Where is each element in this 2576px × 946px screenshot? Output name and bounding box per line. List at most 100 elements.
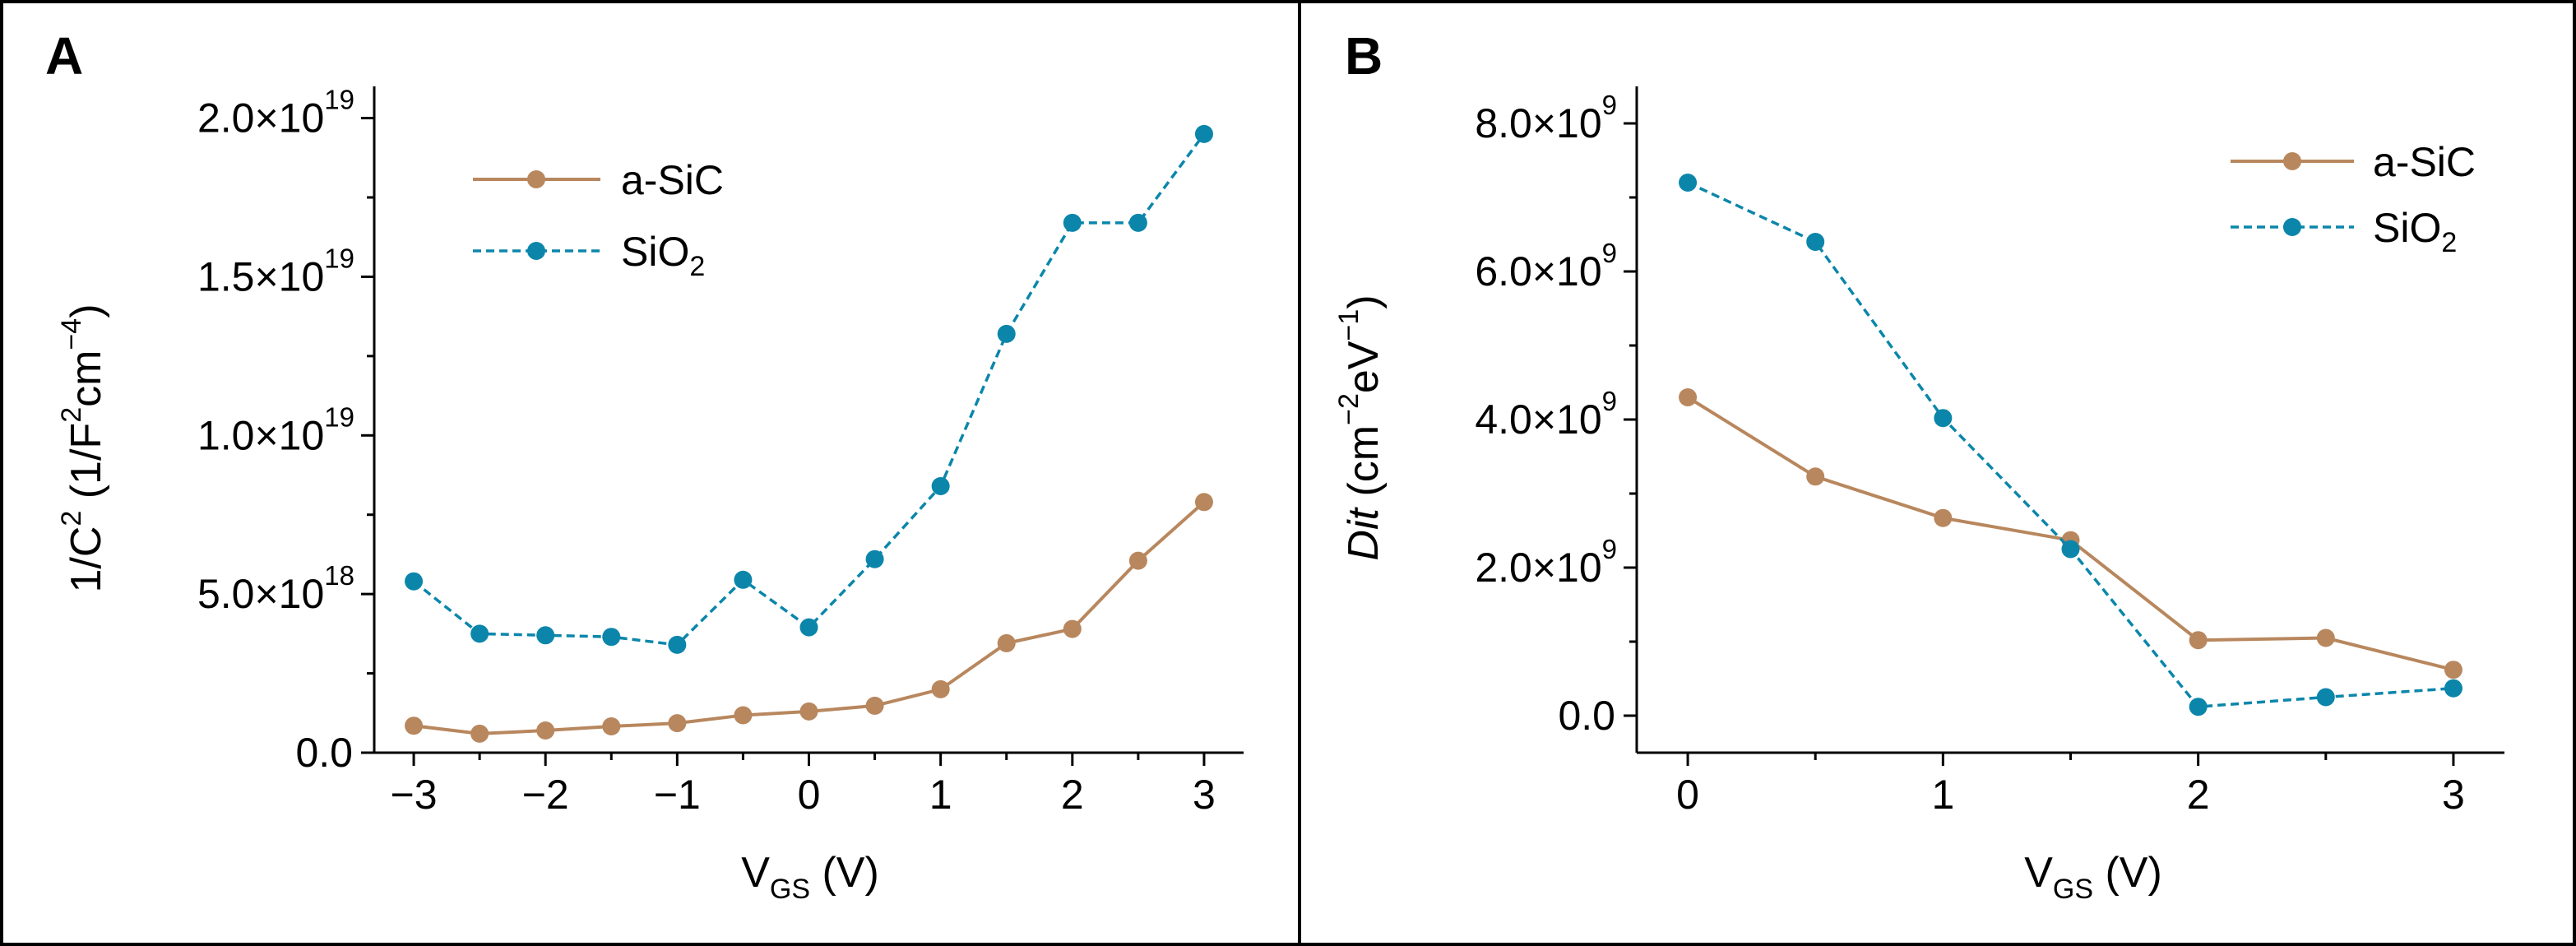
- panel-a-x-label-sub: GS: [770, 874, 810, 905]
- panel-b-legend: a-SiC SiO2: [2231, 139, 2476, 258]
- panel-a-series-a-sic-point: [734, 706, 753, 725]
- panel-a-series-sio2-point: [405, 572, 424, 591]
- panel-a-x-tick-label: 3: [1193, 772, 1216, 818]
- panel-b-series-sio2-point: [2061, 540, 2080, 559]
- panel-a-series-a-sic-point: [799, 702, 818, 721]
- panel-a-series-sio2-point: [734, 570, 753, 589]
- panel-a-ticks: −3 −2 −1 0 1 2 3 0.0 5.0×1018 1.0×1019 1.5×1019 2.0…: [197, 85, 1216, 818]
- panel-b-y-label-sup3: −1: [1333, 309, 1364, 341]
- panel-a-series-sio2-point: [668, 635, 687, 654]
- panel-a-x-tick-label: −3: [391, 772, 438, 818]
- panel-b-series-a-sic-point: [1806, 467, 1825, 486]
- panel-a-y-label-part1: 1/C: [63, 526, 110, 593]
- panel-a-series-a-sic-point: [997, 633, 1016, 652]
- panel-a-series-sio2-point: [1063, 213, 1082, 232]
- panel-b-x-label-sub: GS: [2053, 874, 2093, 905]
- panel-b-x-label-main: V: [2024, 849, 2053, 897]
- panel-a-series-a-sic-point: [470, 724, 489, 743]
- panel-a-label: A: [45, 26, 83, 86]
- panel-b-y-label-part1: Dit: [1340, 506, 1388, 560]
- panel-a-series-a-sic-point: [405, 716, 424, 735]
- panel-a-x-tick-label: −2: [522, 772, 569, 818]
- panel-b-series-sio2-point: [2189, 698, 2208, 716]
- panel-b-x-tick-label: 2: [2187, 772, 2210, 818]
- panel-a-series-sio2-line: [412, 132, 1206, 647]
- panel-a-y-tick-label: 1.0×1019: [197, 401, 354, 458]
- panel-b-legend-sio2-label: SiO2: [2373, 205, 2457, 258]
- panel-b-series-a-sic-point: [2444, 661, 2462, 679]
- panel-b-x-label-rest: (V): [2093, 849, 2162, 897]
- panel-b-series-sio2-point: [2316, 688, 2335, 707]
- panel-b-series-sio2-point: [2444, 679, 2462, 698]
- panel-b-legend-sic-label: a-SiC: [2373, 139, 2476, 185]
- panel-b-label: B: [1345, 26, 1383, 86]
- panel-a-legend-sio2-text: SiO: [621, 229, 689, 275]
- panel-a-x-tick-label: −1: [654, 772, 701, 818]
- panel-a-y-label-sup1: 2: [56, 511, 87, 526]
- panel-b-series-sio2-point: [1806, 233, 1825, 251]
- panel-a-series-sio2-point: [536, 626, 555, 645]
- panel-a-series-a-sic-point: [536, 721, 555, 740]
- panel-b-y-label-part2: (cm: [1340, 425, 1388, 508]
- panel-a-series-sio2-point: [602, 628, 621, 647]
- panel-b-y-tick-label: 0.0: [1558, 693, 1615, 739]
- panel-a: A −3 −2 −1 0 1 2 3 0.0 5.0×1018 1.0×1019 1.5×1019 2…: [45, 26, 1244, 905]
- panel-a-frame: [0, 0, 1301, 946]
- panel-a-plot: [405, 124, 1213, 743]
- panel-a-series-a-sic-line: [413, 500, 1206, 735]
- panel-a-series-a-sic-point: [1194, 493, 1213, 512]
- panel-b-y-tick-label: 2.0×109: [1475, 534, 1617, 591]
- panel-a-series-sio2-point: [1194, 124, 1213, 143]
- panel-b-series-sio2-point: [1679, 174, 1698, 192]
- panel-b-x-tick-label: 3: [2442, 772, 2465, 818]
- panel-a-legend-sio2-sub: 2: [689, 251, 705, 282]
- panel-a-y-tick-label: 1.5×1019: [197, 243, 354, 299]
- panel-a-series-a-sic-point: [1063, 619, 1082, 638]
- panel-b-frame: [1298, 0, 2576, 946]
- panel-a-series-sio2-point: [865, 550, 884, 568]
- panel-b-series-a-sic-point: [1679, 388, 1698, 406]
- panel-b-x-tick-label: 1: [1931, 772, 1954, 818]
- panel-a-y-tick-label: 0.0: [295, 730, 353, 776]
- panel-a-y-label-part4: ): [63, 304, 110, 318]
- panel-a-y-label: 1/C2 (1/F2cm−4): [56, 304, 110, 592]
- panel-a-series-sio2-point: [470, 624, 489, 643]
- panel-a-series-a-sic-point: [931, 679, 950, 698]
- panel-a-x-tick-label: 0: [798, 772, 821, 818]
- panel-b-legend-sic-marker: [2283, 152, 2301, 170]
- panel-a-series-sio2-point: [1128, 213, 1147, 232]
- panel-a-x-tick-label: 1: [929, 772, 952, 818]
- panel-b-y-label-sup2: −2: [1333, 393, 1364, 425]
- panel-a-x-label-rest: (V): [810, 849, 879, 897]
- panel-a-series-a-sic-point: [1128, 551, 1147, 570]
- panel-b-y-label: Dit (cm−2eV−1): [1333, 294, 1388, 560]
- panel-b-y-tick-label: 8.0×109: [1475, 90, 1617, 146]
- panel-b-legend-sio2-text: SiO: [2373, 205, 2441, 251]
- panel-b-y-tick-label: 6.0×109: [1475, 238, 1617, 294]
- panel-b-y-tick-label: 4.0×109: [1475, 386, 1617, 443]
- panel-a-legend-sio2-label: SiO2: [621, 229, 705, 282]
- panel-b-series-a-sic-point: [2316, 628, 2335, 647]
- panel-b-series-sio2-point: [1934, 409, 1953, 428]
- panel-a-series-a-sic-point: [668, 714, 687, 733]
- panel-a-series-a-sic-point: [602, 716, 621, 735]
- panel-a-legend-sic-label: a-SiC: [621, 157, 724, 203]
- panel-a-series-sio2-point: [997, 324, 1016, 343]
- panel-a-series-a-sic-point: [865, 696, 884, 715]
- panel-b-series-a-sic-point: [1934, 508, 1953, 527]
- panel-a-x-label: VGS (V): [741, 849, 879, 905]
- panel-a-y-tick-label: 2.0×1019: [197, 85, 354, 141]
- panel-b-legend-sio2-sub: 2: [2441, 227, 2457, 258]
- panel-b-y-label-part3: eV: [1340, 341, 1388, 393]
- panel-b-legend-sio2-marker: [2283, 218, 2301, 236]
- panel-a-y-label-part3: cm: [63, 350, 110, 407]
- panel-a-y-label-sup2: 2: [56, 407, 87, 423]
- panel-b-series-sio2-line: [1687, 181, 2454, 709]
- panel-a-legend-sio2-marker: [527, 242, 545, 260]
- panel-b-x-label: VGS (V): [2024, 849, 2162, 905]
- panel-a-y-label-part2: (1/F: [63, 423, 110, 511]
- panel-a-series-sio2-point: [931, 477, 950, 495]
- panel-b-y-label-part4: ): [1340, 294, 1388, 308]
- panel-a-series-sio2-point: [799, 618, 818, 637]
